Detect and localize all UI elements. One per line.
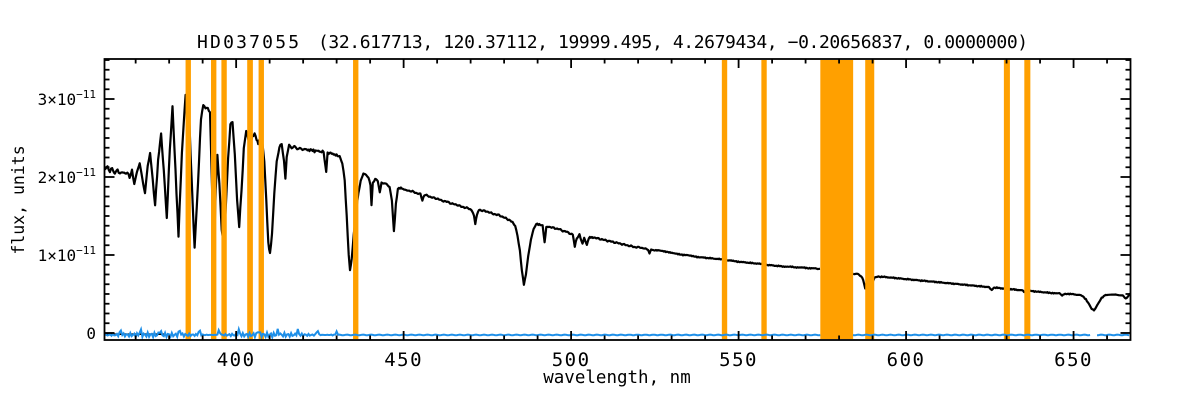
mask-band bbox=[761, 60, 767, 339]
plot-title-star: HD037055 bbox=[197, 32, 301, 53]
x-tick-label: 500 bbox=[552, 349, 591, 371]
mask-band bbox=[353, 60, 359, 339]
mask-band bbox=[721, 60, 728, 339]
y-tick-label: 2×10−11 bbox=[38, 166, 96, 187]
y-axis-label: flux, units bbox=[9, 145, 28, 254]
y-tick-label: 0 bbox=[86, 324, 96, 343]
error-curve bbox=[104, 325, 1130, 341]
mask-band bbox=[211, 60, 217, 339]
plot-title-params: (32.617713, 120.37112, 19999.495, 4.2679… bbox=[318, 32, 1028, 53]
y-tick-label: 1×10−11 bbox=[38, 244, 96, 265]
x-tick-label: 650 bbox=[1054, 349, 1093, 371]
mask-band bbox=[865, 60, 875, 339]
x-tick-label: 400 bbox=[217, 349, 256, 371]
mask-band bbox=[1024, 60, 1031, 339]
mask-bands bbox=[185, 60, 1031, 339]
x-tick-label: 450 bbox=[384, 349, 423, 371]
tick-labels: 400 450 500 550 600 650 0 1×10−11 2×10−11 3×10−11 bbox=[38, 88, 1093, 371]
x-tick-label: 550 bbox=[719, 349, 758, 371]
mask-band bbox=[185, 60, 191, 339]
axes-frame bbox=[103, 58, 1132, 341]
y-tick-label: 3×10−11 bbox=[38, 88, 96, 109]
x-tick-label: 600 bbox=[887, 349, 926, 371]
mask-band bbox=[247, 60, 253, 339]
mask-band bbox=[1003, 60, 1010, 339]
x-axis-label: wavelength, nm bbox=[543, 368, 691, 388]
mask-band bbox=[258, 60, 264, 339]
mask-band bbox=[820, 60, 854, 339]
mask-band bbox=[221, 60, 227, 339]
